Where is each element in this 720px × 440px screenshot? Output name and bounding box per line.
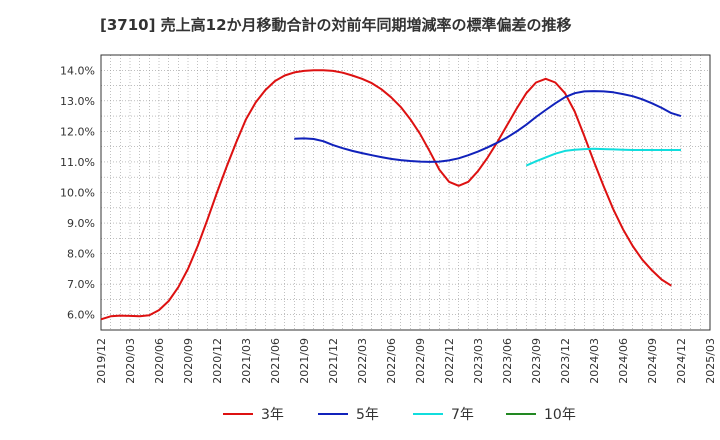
x-tick-label: 2023/12 [559,338,572,384]
x-tick-label: 2025/03 [704,338,717,384]
legend-label: 3年 [261,407,284,423]
x-tick-label: 2020/09 [182,338,195,384]
x-tick-label: 2024/12 [675,338,688,384]
series-line [294,90,682,163]
x-tick-label: 2023/03 [472,338,485,384]
legend: 3年 5年 7年 10年 [223,407,576,423]
series-line [525,147,681,167]
x-tick-label: 2021/12 [327,338,340,384]
y-tick-label: 13.0% [60,95,95,108]
y-tick-label: 12.0% [60,125,95,138]
legend-label: 10年 [544,407,576,423]
y-tick-label: 11.0% [60,156,95,169]
x-tick-label: 2021/09 [298,338,311,384]
x-tick-label: 2022/03 [356,338,369,384]
x-tick-label: 2020/03 [124,338,137,384]
x-tick-label: 2022/06 [385,338,398,384]
y-tick-label: 9.0% [67,217,95,230]
x-tick-label: 2024/09 [646,338,659,384]
legend-label: 5年 [356,407,379,423]
x-tick-label: 2019/12 [95,338,108,384]
y-tick-label: 6.0% [67,309,95,322]
x-tick-label: 2023/09 [530,338,543,384]
x-tick-label: 2022/09 [414,338,427,384]
x-tick-label: 2021/03 [240,338,253,384]
x-axis: 2019/12 2020/03 2020/06 2020/09 2020/12 2021/… [95,338,717,384]
series-line [100,69,672,321]
series-lines [100,69,682,321]
y-tick-label: 10.0% [60,187,95,200]
y-axis: 6.0% 7.0% 8.0% 9.0% 10.0% 11.0% 12.0% 13.0% 14.0… [60,64,95,321]
x-tick-label: 2022/12 [443,338,456,384]
legend-label: 7年 [451,407,474,423]
y-tick-label: 7.0% [67,278,95,291]
x-tick-label: 2020/06 [153,338,166,384]
x-tick-label: 2020/12 [211,338,224,384]
x-tick-label: 2023/06 [501,338,514,384]
plot-area [100,54,711,331]
chart-title: [3710] 売上高12か月移動合計の対前年同期増減率の標準偏差の推移 [100,16,572,34]
x-tick-label: 2024/06 [617,338,630,384]
x-tick-label: 2021/06 [269,338,282,384]
y-tick-label: 14.0% [60,64,95,77]
grid [101,55,710,330]
y-tick-label: 8.0% [67,248,95,261]
x-tick-label: 2024/03 [588,338,601,384]
